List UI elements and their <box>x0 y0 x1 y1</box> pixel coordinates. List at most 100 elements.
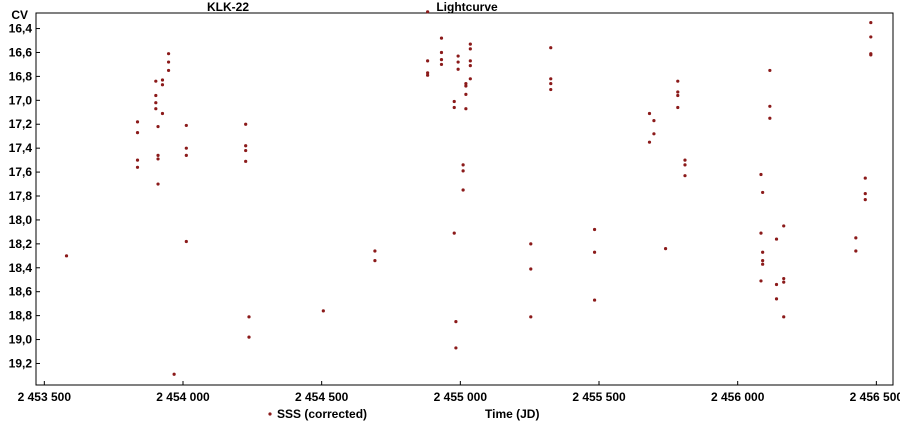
y-tick-label: 18,4 <box>9 261 33 275</box>
data-point <box>663 247 668 251</box>
x-tick-label: 2 455 000 <box>434 390 488 404</box>
plot-frame <box>35 12 894 386</box>
data-point <box>135 131 140 135</box>
data-point <box>461 188 465 192</box>
data-point <box>529 315 533 319</box>
data-point <box>135 120 140 124</box>
y-tick-label: 18,6 <box>9 285 33 299</box>
y-tick-label: 17,0 <box>9 93 33 107</box>
data-point <box>154 93 158 98</box>
data-point <box>464 92 468 96</box>
legend: SSS (corrected) <box>268 407 367 421</box>
data-point <box>759 231 763 235</box>
data-point <box>683 158 687 162</box>
data-point <box>863 176 867 180</box>
data-point <box>184 153 188 157</box>
data-point <box>468 59 472 63</box>
data-point <box>184 123 188 128</box>
data-point <box>184 146 188 150</box>
data-point <box>592 298 597 302</box>
y-tick-label: 17,8 <box>9 189 33 203</box>
data-point <box>782 224 786 228</box>
data-point <box>869 35 873 39</box>
data-point <box>456 54 460 58</box>
data-point <box>854 249 858 253</box>
x-tick-label: 2 456 000 <box>711 390 765 404</box>
data-point <box>683 163 687 167</box>
data-point <box>439 50 444 55</box>
data-point <box>156 153 160 157</box>
data-point <box>549 87 553 92</box>
data-point <box>652 132 656 136</box>
data-point <box>592 227 597 232</box>
data-point <box>166 60 171 64</box>
data-point <box>461 169 465 173</box>
data-point <box>529 242 533 246</box>
data-point <box>759 172 763 177</box>
data-point <box>468 64 472 68</box>
data-point <box>549 46 553 50</box>
data-point <box>768 116 772 120</box>
data-point <box>373 249 377 253</box>
data-point <box>154 107 158 111</box>
data-point <box>439 58 444 62</box>
y-tick-label: 17,6 <box>9 165 33 179</box>
data-point <box>439 36 444 40</box>
data-point <box>761 190 765 195</box>
data-point <box>154 79 158 83</box>
data-point <box>464 107 468 111</box>
data-point <box>166 68 171 73</box>
data-point <box>247 315 251 319</box>
data-point <box>135 158 140 162</box>
data-point <box>782 315 786 319</box>
data-point <box>774 237 779 241</box>
data-point <box>468 47 472 51</box>
data-point <box>863 192 867 196</box>
data-point <box>439 62 444 67</box>
data-point <box>156 125 160 129</box>
data-point <box>244 122 248 126</box>
data-point <box>461 163 465 167</box>
chart-title: Lightcurve <box>436 0 498 14</box>
data-point <box>464 81 468 86</box>
x-tick-label: 2 455 500 <box>572 390 626 404</box>
data-point <box>774 297 779 301</box>
data-point <box>761 259 765 263</box>
data-point <box>761 262 765 266</box>
data-point <box>468 77 472 81</box>
y-tick-label: 16,8 <box>9 69 33 83</box>
data-point <box>761 250 765 254</box>
y-tick-label: 19,2 <box>9 356 33 370</box>
data-point <box>549 81 553 86</box>
data-point <box>863 197 867 202</box>
y-tick-label: 16,4 <box>9 22 33 36</box>
data-point <box>426 59 430 63</box>
y-tick-label: 16,6 <box>9 45 33 59</box>
data-point <box>452 231 456 235</box>
data-point <box>782 276 786 281</box>
y-tick-label: 17,2 <box>9 117 33 131</box>
data-point <box>854 236 858 240</box>
data-point <box>647 111 652 116</box>
data-point <box>244 159 248 163</box>
data-point <box>647 140 652 144</box>
data-point <box>774 282 779 287</box>
legend-label: SSS (corrected) <box>277 407 367 421</box>
plot-area-border <box>35 12 894 386</box>
data-point <box>456 60 460 64</box>
data-point <box>768 68 772 73</box>
y-tick-label: 18,2 <box>9 237 33 251</box>
data-point <box>592 250 597 254</box>
data-point <box>782 280 786 284</box>
y-tick-label: 17,4 <box>9 141 33 155</box>
data-point <box>426 73 430 77</box>
y-axis-label: CV <box>11 8 28 22</box>
data-point <box>464 84 468 88</box>
data-point <box>156 182 160 186</box>
data-point <box>676 79 680 83</box>
x-tick-label: 2 453 500 <box>18 390 72 404</box>
data-point <box>426 71 430 75</box>
data-point <box>869 53 873 57</box>
chart-title-object: KLK-22 <box>207 0 249 14</box>
